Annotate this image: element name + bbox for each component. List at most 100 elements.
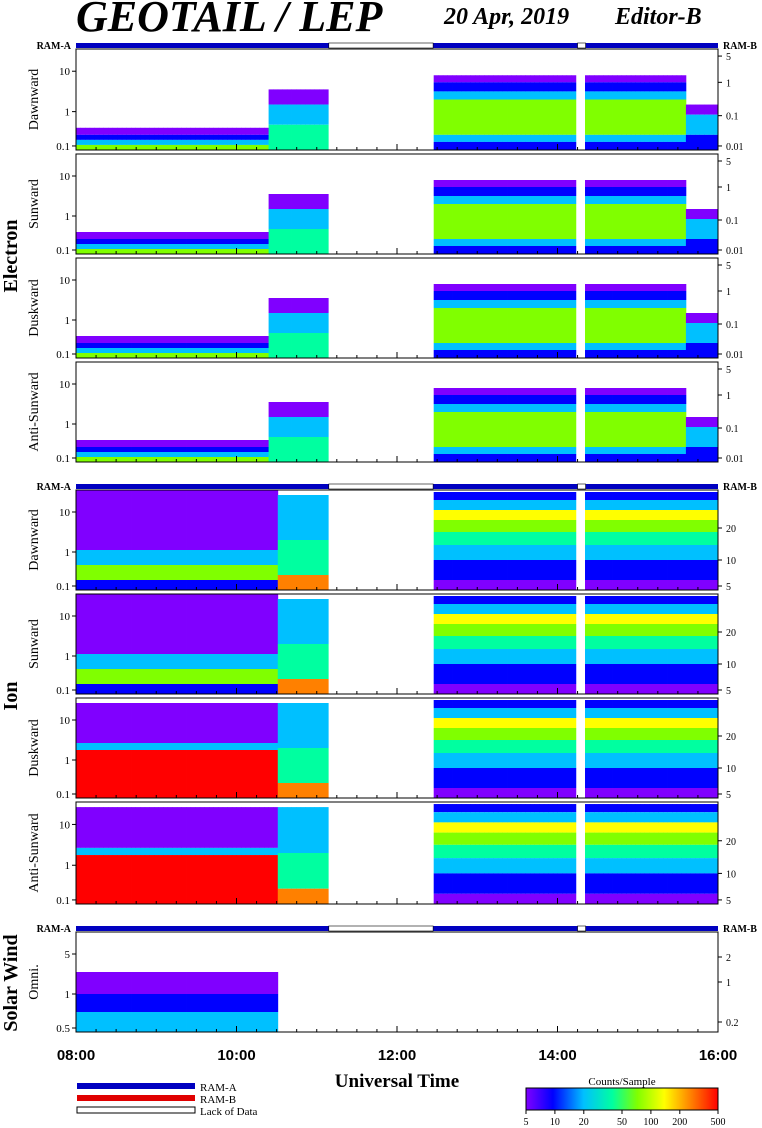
spectrogram-cell bbox=[181, 750, 187, 798]
spectrogram-cell bbox=[557, 822, 563, 833]
spectrogram-cell bbox=[713, 532, 719, 545]
spectrogram-cell bbox=[195, 244, 201, 249]
spectrogram-cell bbox=[511, 532, 517, 545]
spectrogram-cell bbox=[319, 298, 325, 313]
spectrogram-cell bbox=[259, 440, 265, 447]
spectrogram-cell bbox=[566, 492, 572, 500]
spectrogram-cell bbox=[163, 353, 169, 358]
spectrogram-cell bbox=[135, 447, 141, 452]
spectrogram-cell bbox=[543, 284, 549, 291]
spectrogram-cell bbox=[658, 187, 664, 196]
spectrogram-cell bbox=[690, 560, 696, 580]
spectrogram-cell bbox=[552, 412, 558, 447]
spectrogram-cell bbox=[543, 350, 549, 358]
spectrogram-cell bbox=[598, 180, 604, 187]
spectrogram-cell bbox=[199, 684, 205, 694]
spectrogram-cell bbox=[552, 75, 558, 83]
spectrogram-cell bbox=[534, 636, 540, 649]
spectrogram-cell bbox=[534, 718, 540, 728]
spectrogram-cell bbox=[195, 447, 201, 452]
spectrogram-cell bbox=[571, 454, 577, 462]
spectrogram-cell bbox=[525, 91, 531, 100]
spectrogram-cell bbox=[135, 550, 141, 565]
spectrogram-cell bbox=[442, 308, 448, 343]
spectrogram-cell bbox=[516, 708, 522, 718]
spectrogram-cell bbox=[571, 580, 577, 590]
spectrogram-cell bbox=[516, 308, 522, 343]
spectrogram-cell bbox=[167, 994, 173, 1012]
spectrogram-cell bbox=[507, 492, 513, 500]
spectrogram-cell bbox=[585, 196, 590, 204]
spectrogram-cell bbox=[552, 99, 558, 135]
spectrogram-cell bbox=[456, 180, 462, 187]
spectrogram-cell bbox=[704, 500, 710, 510]
spectrogram-cell bbox=[543, 492, 549, 500]
spectrogram-cell bbox=[708, 532, 714, 545]
spectrogram-cell bbox=[658, 447, 664, 454]
spectrogram-cell bbox=[653, 822, 659, 833]
spectrogram-cell bbox=[617, 788, 623, 798]
spectrogram-cell bbox=[204, 490, 210, 550]
spectrogram-cell bbox=[552, 291, 558, 300]
spectrogram-cell bbox=[539, 614, 545, 624]
spectrogram-cell bbox=[433, 649, 439, 664]
spectrogram-cell bbox=[617, 832, 623, 845]
spectrogram-cell bbox=[158, 348, 164, 353]
spectrogram-cell bbox=[461, 404, 467, 412]
spectrogram-cell bbox=[153, 452, 159, 457]
spectrogram-cell bbox=[534, 740, 540, 753]
spectrogram-cell bbox=[699, 604, 705, 614]
spectrogram-cell bbox=[571, 844, 577, 859]
spectrogram-cell bbox=[649, 812, 655, 823]
spectrogram-cell bbox=[126, 139, 132, 145]
spectrogram-cell bbox=[433, 873, 439, 894]
spectrogram-cell bbox=[534, 893, 540, 904]
spectrogram-cell bbox=[296, 783, 302, 798]
spectrogram-cell bbox=[195, 127, 201, 135]
spectrogram-cell bbox=[461, 740, 467, 753]
spectrogram-cell bbox=[502, 291, 508, 300]
spectrogram-cell bbox=[149, 353, 155, 358]
spectrogram-cell bbox=[144, 654, 150, 669]
spectrogram-cell bbox=[562, 454, 568, 462]
spectrogram-cell bbox=[296, 703, 302, 748]
spectrogram-cell bbox=[112, 750, 118, 798]
spectrogram-cell bbox=[479, 624, 485, 636]
spectrogram-cell bbox=[190, 750, 196, 798]
spectrogram-cell bbox=[653, 454, 659, 462]
spectrogram-cell bbox=[603, 99, 609, 135]
spectrogram-cell bbox=[516, 350, 522, 358]
spectrogram-cell bbox=[667, 343, 673, 350]
spectrogram-cell bbox=[704, 114, 710, 135]
spectrogram-cell bbox=[433, 404, 439, 412]
spectrogram-cell bbox=[456, 141, 462, 150]
spectrogram-cell bbox=[140, 580, 146, 590]
spectrogram-cell bbox=[442, 893, 448, 904]
spectrogram-cell bbox=[222, 127, 228, 135]
spectrogram-cell bbox=[525, 492, 531, 500]
spectrogram-cell bbox=[85, 1012, 91, 1032]
spectrogram-cell bbox=[635, 560, 641, 580]
spectrogram-cell bbox=[548, 700, 554, 708]
spectrogram-cell bbox=[488, 844, 494, 859]
spectrogram-cell bbox=[438, 343, 444, 350]
spectrogram-cell bbox=[245, 750, 251, 798]
spectrogram-cell bbox=[286, 575, 292, 590]
spectrogram-cell bbox=[296, 437, 302, 462]
spectrogram-cell bbox=[186, 684, 192, 694]
spectrogram-cell bbox=[163, 565, 169, 580]
spectrogram-cell bbox=[520, 804, 526, 813]
spectrogram-cell bbox=[708, 545, 714, 560]
spectrogram-cell bbox=[186, 134, 192, 140]
spectrogram-cell bbox=[277, 333, 283, 358]
spectrogram-cell bbox=[640, 844, 646, 859]
spectrogram-cell bbox=[264, 750, 269, 798]
spectrogram-cell bbox=[562, 239, 568, 246]
spectrogram-cell bbox=[76, 336, 81, 343]
spectrogram-cell bbox=[144, 550, 150, 565]
spectrogram-cell bbox=[676, 196, 682, 204]
spectrogram-cell bbox=[273, 417, 279, 437]
spectrogram-cell bbox=[621, 510, 627, 520]
spectrogram-cell bbox=[566, 75, 572, 83]
spectrogram-cell bbox=[474, 395, 480, 404]
